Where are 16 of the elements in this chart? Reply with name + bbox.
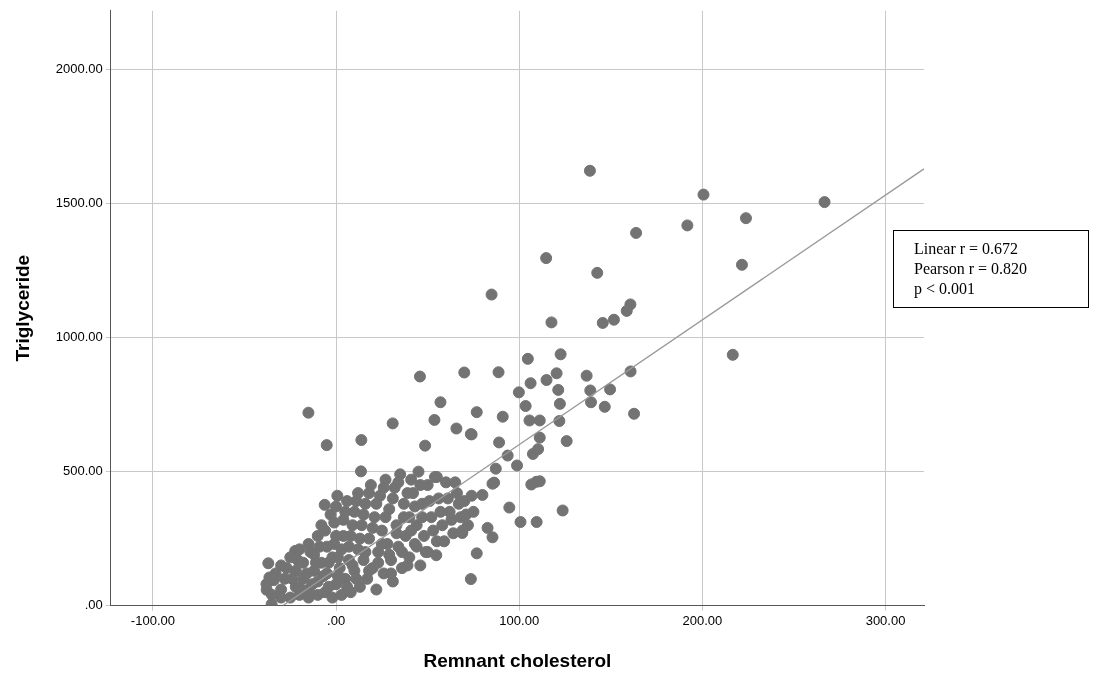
text-box: Linear r = 0.672 Pearson r = 0.820 p < 0.001: [893, 230, 1089, 308]
y-axis-title: Triglyceride: [11, 254, 33, 362]
y-tick-label: 1500.00: [55, 195, 103, 211]
y-tick-label: 500.00: [63, 463, 103, 479]
annotation: p < 0.001: [914, 279, 977, 299]
y-tick-label: 1000.00: [55, 329, 103, 345]
x-tick-label: 300.00: [865, 612, 906, 628]
x-tick-label: .00: [327, 612, 346, 628]
y-tick-label: 2000.00: [55, 61, 103, 77]
annotation: Pearson r = 0.820: [914, 259, 1028, 279]
x-axis-title: Remnant cholesterol: [423, 649, 612, 671]
x-tick-label: -100.00: [130, 612, 175, 628]
annotation: Linear r = 0.672: [914, 239, 1020, 259]
x-tick-label: 200.00: [682, 612, 723, 628]
y-tick-label: .00: [84, 597, 103, 613]
x-tick-label: 100.00: [499, 612, 540, 628]
